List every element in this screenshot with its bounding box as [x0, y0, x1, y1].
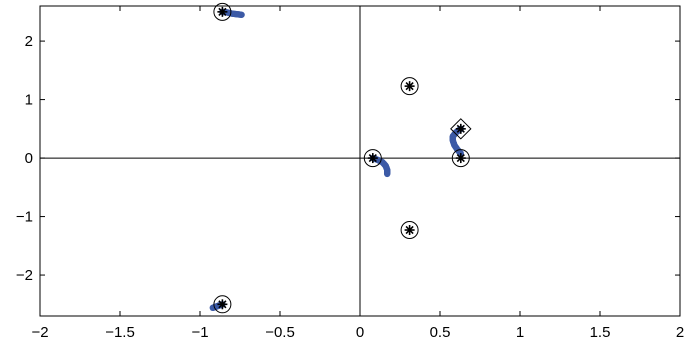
circle-marker	[451, 149, 470, 168]
circle-marker	[400, 221, 419, 240]
asterisk-stroke	[456, 124, 465, 133]
y-tick-label: −1	[16, 209, 33, 226]
plot-area	[39, 5, 681, 317]
diamond-shape	[450, 118, 472, 140]
y-tick-label: 0	[25, 150, 33, 167]
y-tick-label: 2	[25, 33, 33, 50]
asterisk-stroke	[218, 7, 227, 16]
y-tick-label: 1	[25, 92, 33, 109]
x-tick-label: 1.5	[590, 324, 611, 341]
diamond-marker	[450, 118, 472, 140]
trajectory-dot	[384, 170, 391, 178]
x-tick-label: 0.5	[430, 324, 451, 341]
pole-marker	[363, 149, 382, 168]
pole-marker	[451, 149, 470, 168]
x-axis: −2 −1.5 −1 −0.5 0 0.5 1 1.5 2	[31, 6, 684, 341]
circle-marker	[213, 2, 232, 21]
y-axis: −2 −1 0 1 2	[16, 33, 680, 284]
x-tick-label: −1.5	[105, 324, 135, 341]
x-tick-label: 2	[676, 324, 684, 341]
trajectory-dot	[238, 11, 245, 18]
x-tick-label: 0	[356, 324, 364, 341]
circle-marker	[400, 77, 419, 96]
circle-marker	[363, 149, 382, 168]
x-tick-label: −0.5	[265, 324, 295, 341]
markers-layer	[213, 2, 472, 314]
x-tick-label: 1	[516, 324, 524, 341]
asterisk-stroke	[456, 153, 465, 163]
y-tick-label: −2	[16, 267, 33, 284]
trajectories-layer	[209, 8, 464, 312]
asterisk-stroke	[368, 153, 377, 163]
pole-marker	[213, 295, 232, 314]
pole-marker	[400, 221, 419, 240]
pole-marker	[213, 2, 232, 21]
x-tick-label: −2	[31, 324, 48, 341]
pole-marker	[400, 77, 419, 96]
asterisk-stroke	[218, 300, 227, 309]
asterisk-stroke	[405, 225, 414, 235]
circle-marker	[213, 295, 232, 314]
asterisk-stroke	[405, 82, 414, 91]
x-tick-label: −1	[191, 324, 208, 341]
